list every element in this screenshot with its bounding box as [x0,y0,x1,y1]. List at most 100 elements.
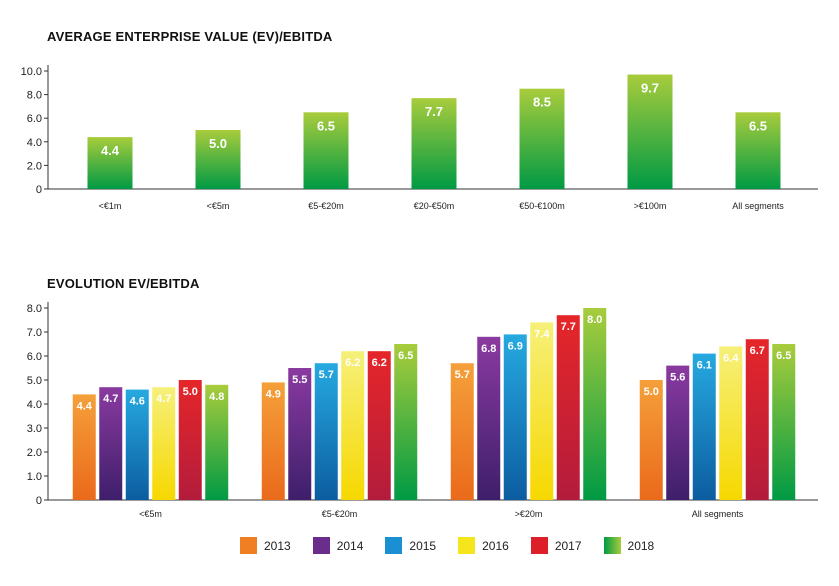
chart2-data-label: 6.4 [723,352,739,364]
chart1: 10.0 8.0 6.0 4.0 2.0 0 4.4 <€1m 5.0 <€5m 6.5 €5-€20… [21,65,818,211]
chart2-category-label: <€5m [139,509,162,519]
chart2-category-label: >€20m [515,509,543,519]
chart2-category-label: All segments [692,509,744,519]
chart2-bar-2018 [772,344,796,500]
chart2-title: EVOLUTION EV/EBITDA [47,276,200,291]
chart2-data-label: 6.8 [481,343,496,355]
legend-label: 2014 [336,538,364,553]
chart2-bar-2018 [394,344,418,500]
chart2-bar-2018 [583,308,607,500]
chart2-bar-2013 [72,394,96,500]
legend-label: 2018 [627,538,655,553]
chart2-bar-2016 [530,322,554,500]
chart2-bar-2015 [125,389,149,500]
chart2-bar-2015 [692,353,716,500]
chart1-bar [627,74,673,189]
legend-label: 2015 [409,538,437,553]
chart1-category-label: <€5m [207,201,230,211]
chart2-bar-2013 [450,363,474,500]
legend-swatch [312,537,330,554]
charts-canvas: 10.0 8.0 6.0 4.0 2.0 0 4.4 <€1m 5.0 <€5m 6.5 €5-€20… [21,65,818,519]
chart2-bar-2016 [719,346,743,500]
chart2-data-label: 8.0 [587,314,602,326]
chart1-y-tick-label: 0 [36,184,42,196]
chart1-data-label: 8.5 [533,95,551,110]
chart2-data-label: 6.5 [398,350,413,362]
chart1-bar [519,88,565,189]
chart1-data-label: 6.5 [317,118,335,133]
chart1-category-label: <€1m [99,201,122,211]
chart2-data-label: 7.4 [534,328,550,340]
legend-item-2017: 2017 [530,537,582,554]
chart2-bar-2016 [341,351,365,500]
chart2-bar-2014 [666,365,690,500]
chart2-data-label: 6.1 [697,360,712,372]
chart1-category-label: €5-€20m [308,201,344,211]
chart1-data-label: 7.7 [425,104,443,119]
chart1-bar [303,112,349,189]
legend-swatch [603,537,621,554]
chart2-y-tick-label: 0 [36,495,42,507]
chart1-data-label: 5.0 [209,136,227,151]
chart2-y-tick-label: 4.0 [27,399,42,411]
chart2-data-label: 4.8 [209,391,224,403]
chart1-data-label: 9.7 [641,81,659,96]
chart2-bar-2016 [152,387,176,500]
chart1-bar [195,130,241,189]
chart2-y-tick-label: 2.0 [27,447,42,459]
chart1-y-tick-label: 6.0 [27,113,42,125]
legend-item-2016: 2016 [458,537,509,554]
chart2-data-label: 4.7 [103,393,118,405]
chart2-bar-2017 [178,380,202,500]
chart2-bar-2015 [314,363,338,500]
chart2-bar-2014 [477,336,501,500]
chart2-bar-2013 [639,380,663,500]
chart1-category-label: €20-€50m [414,201,455,211]
chart1-data-label: 4.4 [101,143,120,158]
chart2-data-label: 4.6 [130,396,145,408]
chart2-category-label: €5-€20m [322,509,358,519]
chart2-bar-2017 [745,339,769,500]
chart2-data-label: 4.9 [266,388,281,400]
chart2-y-tick-label: 5.0 [27,375,42,387]
chart2-data-label: 6.2 [345,357,360,369]
chart1-bar [87,137,133,189]
legend-swatch [458,537,476,554]
chart2-data-label: 6.7 [750,345,765,357]
chart2-bar-2015 [503,334,527,500]
legend-item-2014: 2014 [312,537,364,554]
chart2-bar-2014 [99,387,123,500]
chart2-y-tick-label: 1.0 [27,471,42,483]
chart1-y-tick-label: 8.0 [27,90,42,102]
chart1-bar [735,112,781,189]
chart2-y-tick-label: 8.0 [27,303,42,315]
chart2-data-label: 4.4 [77,400,93,412]
chart1-title: AVERAGE ENTERPRISE VALUE (EV)/EBITDA [47,29,333,44]
chart1-data-label: 6.5 [749,118,767,133]
chart2-data-label: 6.5 [776,350,791,362]
chart2-legend: 2013 2014 2015 2016 2017 2018 [240,537,676,554]
legend-label: 2017 [554,538,582,553]
chart2-data-label: 5.6 [670,372,685,384]
chart2-y-tick-label: 6.0 [27,351,42,363]
legend-label: 2016 [482,538,509,553]
chart2-data-label: 5.0 [644,386,659,398]
chart1-y-tick-label: 4.0 [27,137,42,149]
chart1-y-tick-label: 10.0 [21,66,42,78]
chart1-category-label: >€100m [634,201,667,211]
legend-swatch [530,537,548,554]
chart2-y-tick-label: 3.0 [27,423,42,435]
chart2-bar-2017 [367,351,391,500]
legend-swatch [385,537,403,554]
chart2-data-label: 4.7 [156,393,171,405]
chart2-data-label: 5.7 [319,369,334,381]
chart2-data-label: 6.9 [508,340,523,352]
chart2-bar-2014 [288,368,312,500]
chart2-data-label: 5.5 [292,374,307,386]
chart2-y-tick-label: 7.0 [27,327,42,339]
chart1-y-tick-label: 2.0 [27,160,42,172]
chart1-category-label: €50-€100m [519,201,565,211]
chart2-data-label: 7.7 [561,321,576,333]
chart2-bar-2017 [556,315,580,500]
chart2-data-label: 6.2 [372,357,387,369]
